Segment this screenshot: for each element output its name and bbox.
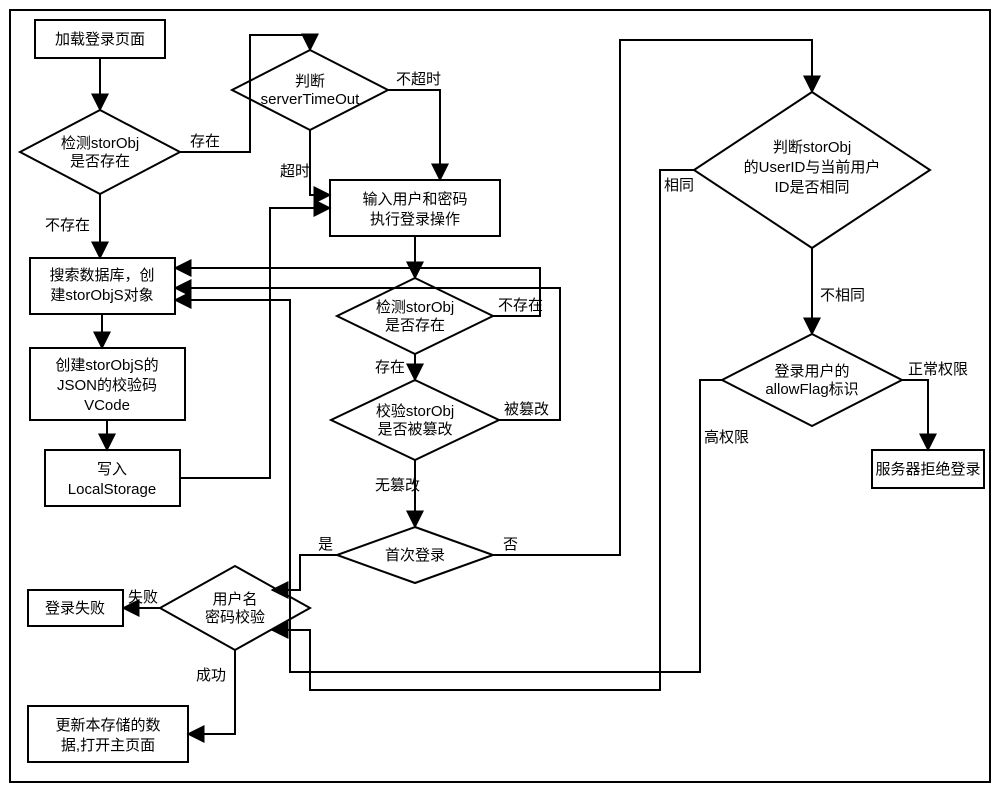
edge-label: 存在 — [190, 133, 220, 150]
edge-label: 是 — [318, 536, 333, 553]
node-login-fail: 登录失败 — [28, 590, 123, 626]
edge-label: 失败 — [128, 589, 158, 606]
edge — [272, 170, 694, 690]
node-label: 首次登录 — [385, 547, 445, 564]
node-label: 写入 — [97, 461, 127, 478]
edge — [272, 555, 337, 590]
edge — [388, 90, 440, 180]
node-label: 服务器拒绝登录 — [875, 461, 980, 478]
edge-label: 存在 — [375, 359, 405, 376]
node-label: 校验storObj — [376, 403, 454, 420]
node-label: 密码校验 — [205, 609, 265, 626]
node-label: 搜索数据库，创 — [49, 267, 154, 284]
node-user-pwd-check: 用户名 密码校验 — [160, 566, 310, 650]
edge-label: 不相同 — [820, 287, 865, 304]
node-label: 输入用户和密码 — [362, 191, 467, 208]
edge-label: 否 — [503, 536, 518, 553]
edge-label: 无篡改 — [375, 477, 420, 494]
node-detect-storobj2: 检测storObj 是否存在 — [337, 278, 493, 354]
node-label: 登录失败 — [45, 600, 105, 617]
node-label: 判断storObj — [773, 139, 851, 156]
edge — [188, 650, 235, 734]
node-label: 更新本存储的数 — [55, 717, 160, 734]
node-judge-userid: 判断storObj 的UserID与当前用户 ID是否相同 — [694, 92, 930, 248]
edge-label: 不存在 — [498, 297, 543, 314]
node-label: allowFlag标识 — [765, 381, 858, 398]
node-label: 判断 — [295, 73, 325, 90]
edge — [902, 380, 928, 450]
edge-label: 不超时 — [396, 71, 441, 88]
node-label: 创建storObjS的 — [55, 357, 158, 374]
edge-label: 被篡改 — [504, 401, 549, 418]
edge — [310, 130, 330, 195]
node-label: 加载登录页面 — [55, 31, 145, 48]
node-label: ID是否相同 — [774, 179, 849, 196]
node-input-login: 输入用户和密码 执行登录操作 — [330, 180, 500, 236]
edge-label: 高权限 — [704, 429, 749, 446]
node-label: JSON的校验码 — [57, 377, 157, 394]
node-first-login: 首次登录 — [337, 527, 493, 583]
node-label: LocalStorage — [68, 481, 156, 498]
node-load-page: 加载登录页面 — [35, 20, 165, 58]
node-label: serverTimeOut — [261, 91, 360, 108]
node-label: 据,打开主页面 — [61, 737, 155, 754]
edge-label: 不存在 — [45, 217, 90, 234]
node-verify-tamper: 校验storObj 是否被篡改 — [331, 380, 499, 460]
node-label: 是否存在 — [70, 153, 130, 170]
node-server-reject: 服务器拒绝登录 — [872, 450, 984, 488]
edge-label: 正常权限 — [908, 361, 968, 378]
edge-label: 相同 — [664, 177, 694, 194]
node-judge-timeout: 判断 serverTimeOut — [232, 50, 388, 130]
node-label: 执行登录操作 — [370, 211, 460, 228]
node-detect-storobj: 检测storObj 是否存在 — [20, 110, 180, 194]
node-label: 是否存在 — [385, 317, 445, 334]
edge-label: 成功 — [196, 667, 226, 684]
edge — [180, 208, 330, 478]
node-label: 的UserID与当前用户 — [744, 159, 881, 176]
node-create-vcode: 创建storObjS的 JSON的校验码 VCode — [30, 348, 185, 420]
node-label: 检测storObj — [61, 135, 139, 152]
node-label: VCode — [84, 397, 130, 414]
node-label: 是否被篡改 — [377, 421, 452, 438]
node-label: 建storObjS对象 — [50, 287, 153, 304]
node-write-localstorage: 写入 LocalStorage — [45, 450, 180, 506]
node-allowflag: 登录用户的 allowFlag标识 — [722, 334, 902, 426]
node-label: 检测storObj — [376, 299, 454, 316]
edge-label: 超时 — [280, 163, 310, 180]
node-search-db: 搜索数据库，创 建storObjS对象 — [30, 258, 175, 314]
node-update-open: 更新本存储的数 据,打开主页面 — [28, 706, 188, 762]
node-label: 用户名 — [212, 591, 257, 608]
node-label: 登录用户的 — [774, 363, 849, 380]
